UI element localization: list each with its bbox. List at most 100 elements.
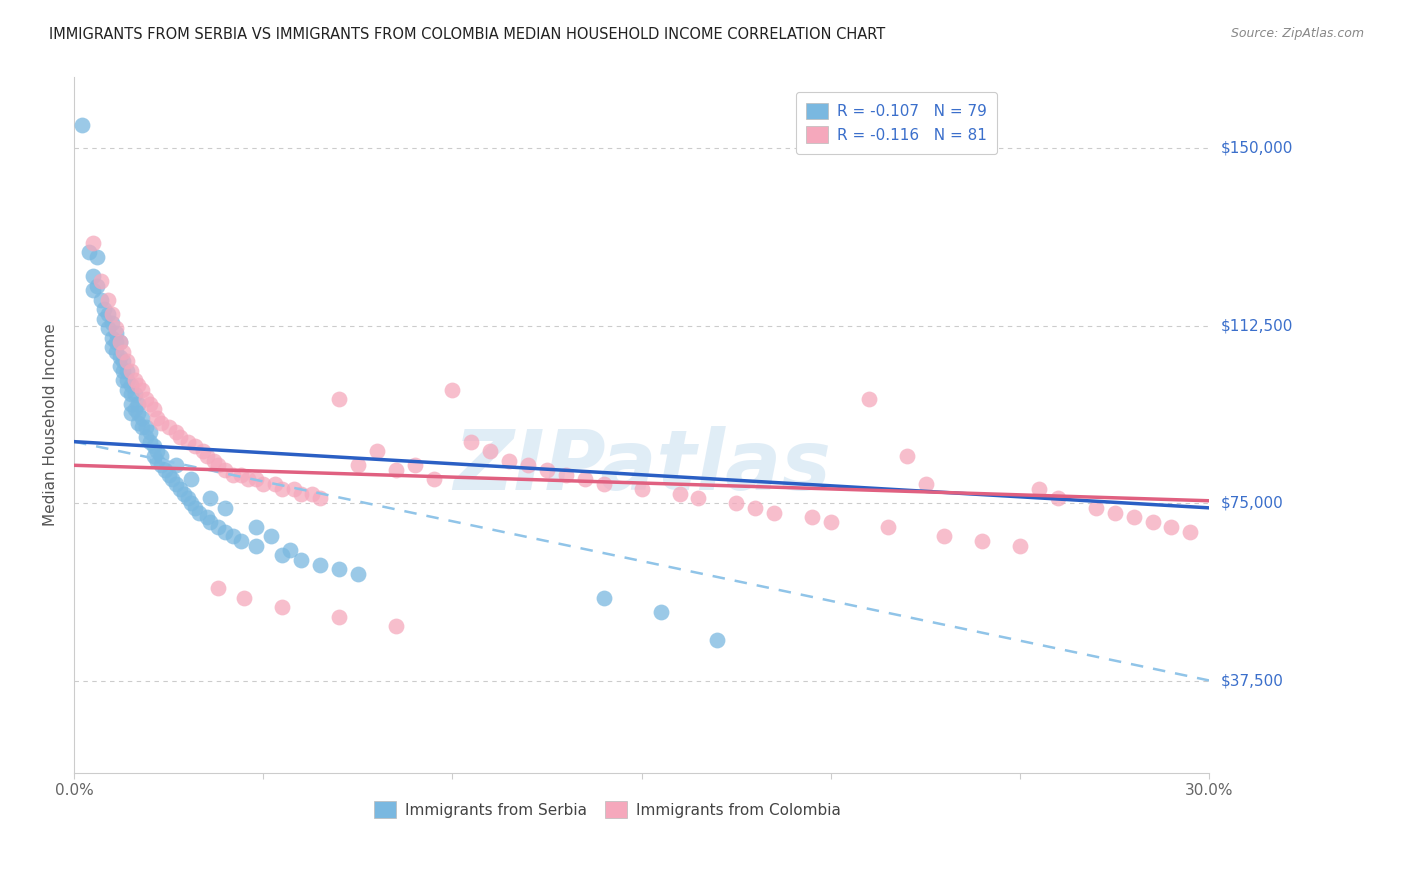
Point: [82, 235, 104, 250]
Point: [1142, 515, 1164, 529]
Point: [202, 453, 225, 467]
Point: [668, 486, 690, 500]
Legend: Immigrants from Serbia, Immigrants from Colombia: Immigrants from Serbia, Immigrants from …: [368, 796, 846, 824]
Point: [706, 633, 728, 648]
Point: [120, 364, 142, 378]
Point: [153, 463, 176, 477]
Point: [934, 529, 956, 543]
Point: [120, 406, 142, 420]
Point: [858, 392, 880, 406]
Point: [108, 350, 131, 364]
Point: [139, 425, 162, 440]
Point: [115, 383, 138, 397]
Point: [214, 463, 236, 477]
Point: [301, 486, 323, 500]
Point: [157, 420, 180, 434]
Point: [650, 605, 672, 619]
Point: [180, 473, 202, 487]
Point: [127, 416, 149, 430]
Point: [112, 373, 135, 387]
Point: [222, 529, 245, 543]
Point: [176, 434, 198, 449]
Text: IMMIGRANTS FROM SERBIA VS IMMIGRANTS FROM COLOMBIA MEDIAN HOUSEHOLD INCOME CORRE: IMMIGRANTS FROM SERBIA VS IMMIGRANTS FRO…: [49, 27, 886, 42]
Point: [763, 506, 786, 520]
Point: [176, 491, 198, 506]
Point: [120, 377, 142, 392]
Point: [86, 250, 108, 264]
Point: [184, 500, 207, 515]
Point: [555, 467, 578, 482]
Point: [150, 416, 173, 430]
Point: [169, 482, 191, 496]
Point: [271, 548, 294, 562]
Text: $75,000: $75,000: [1220, 496, 1284, 510]
Point: [744, 500, 766, 515]
Point: [135, 392, 157, 406]
Point: [124, 373, 146, 387]
Point: [150, 449, 173, 463]
Point: [101, 340, 124, 354]
Point: [157, 467, 180, 482]
Point: [139, 397, 162, 411]
Point: [498, 453, 520, 467]
Point: [517, 458, 540, 473]
Point: [146, 411, 169, 425]
Point: [290, 486, 312, 500]
Point: [195, 510, 218, 524]
Point: [104, 321, 127, 335]
Point: [914, 477, 936, 491]
Point: [104, 326, 127, 340]
Point: [422, 473, 444, 487]
Point: [82, 269, 104, 284]
Point: [972, 533, 994, 548]
Point: [97, 321, 120, 335]
Point: [97, 293, 120, 307]
Point: [127, 377, 149, 392]
Point: [173, 486, 195, 500]
Point: [309, 558, 332, 572]
Point: [207, 581, 229, 595]
Point: [165, 425, 187, 440]
Point: [120, 397, 142, 411]
Point: [101, 307, 124, 321]
Point: [120, 387, 142, 401]
Point: [184, 439, 207, 453]
Point: [127, 397, 149, 411]
Point: [271, 482, 294, 496]
Point: [165, 477, 187, 491]
Text: $150,000: $150,000: [1220, 141, 1294, 156]
Point: [207, 520, 229, 534]
Point: [200, 491, 222, 506]
Point: [366, 444, 388, 458]
Point: [188, 506, 211, 520]
Point: [108, 335, 131, 350]
Point: [127, 406, 149, 420]
Point: [115, 354, 138, 368]
Point: [93, 311, 115, 326]
Point: [222, 467, 245, 482]
Point: [124, 387, 146, 401]
Point: [115, 364, 138, 378]
Point: [142, 401, 165, 416]
Point: [180, 496, 202, 510]
Point: [278, 543, 301, 558]
Point: [263, 477, 285, 491]
Point: [1122, 510, 1144, 524]
Point: [460, 434, 482, 449]
Point: [146, 453, 169, 467]
Point: [896, 449, 918, 463]
Point: [801, 510, 824, 524]
Point: [347, 458, 370, 473]
Point: [245, 539, 267, 553]
Point: [1028, 482, 1050, 496]
Point: [112, 344, 135, 359]
Y-axis label: Median Household Income: Median Household Income: [44, 324, 58, 526]
Point: [441, 383, 464, 397]
Point: [536, 463, 558, 477]
Point: [131, 383, 153, 397]
Point: [124, 401, 146, 416]
Point: [309, 491, 332, 506]
Point: [283, 482, 305, 496]
Point: [90, 274, 112, 288]
Point: [229, 467, 252, 482]
